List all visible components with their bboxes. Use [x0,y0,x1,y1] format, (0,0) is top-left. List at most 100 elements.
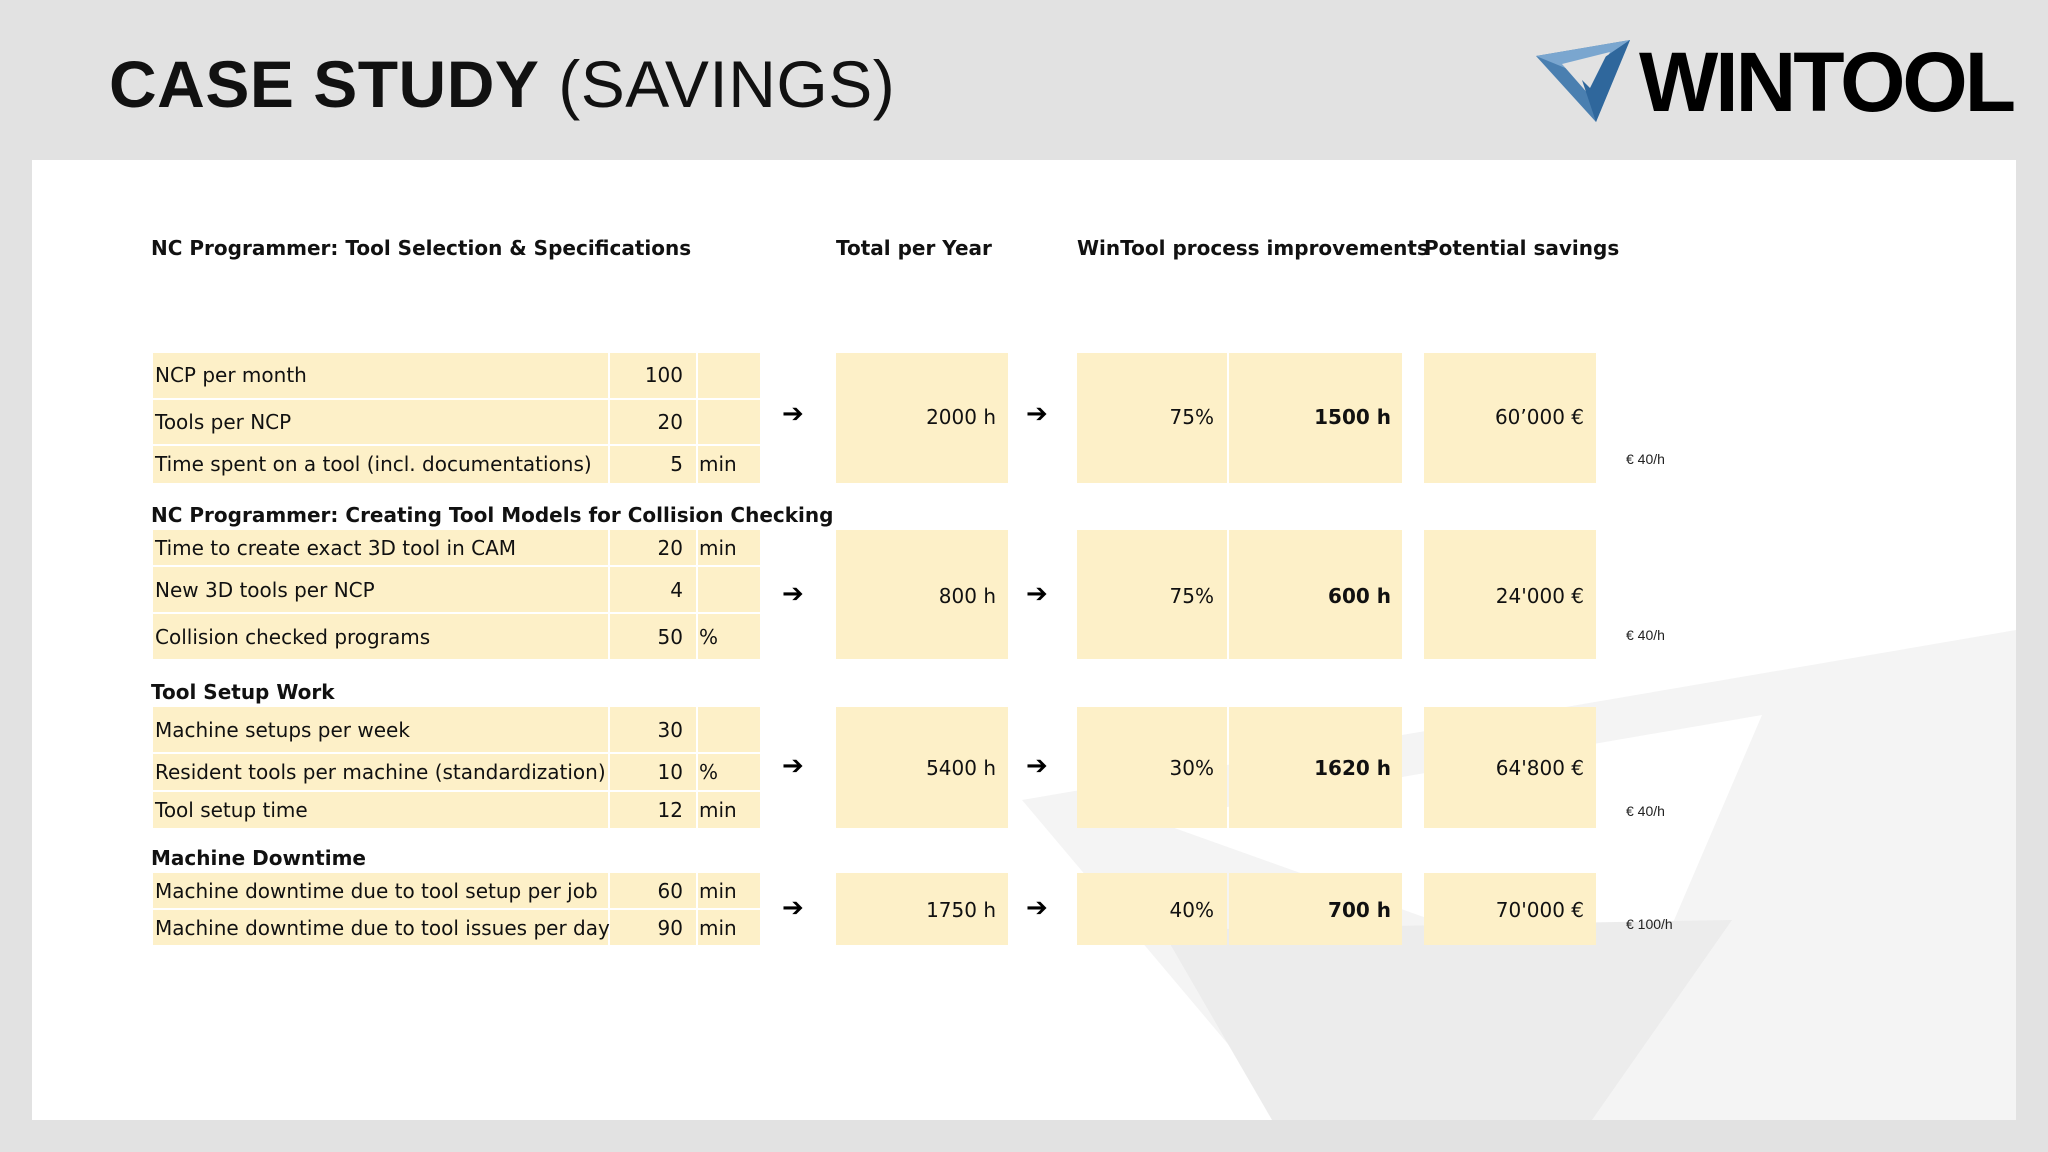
table-cell [698,400,760,444]
section-1-savings: 60’000 € [1494,405,1584,429]
table-cell [610,446,696,483]
wintool-logo: WINTOOL [1534,35,2016,129]
arrow-right-icon: ➔ [782,399,804,429]
logo-triangle-icon [1536,40,1630,122]
table-cell [698,792,760,828]
table-cell [610,614,696,659]
arrow-right-icon: ➔ [1026,399,1048,429]
table-cell [698,614,760,659]
table-cell [1424,707,1596,828]
header-improvements: WinTool process improvements [1077,236,1429,260]
section-3-savings: 64'800 € [1495,756,1584,780]
table-cell [1077,707,1227,828]
slide-body: NC Programmer: Tool Selection & Specific… [32,160,2016,1120]
section-3-total: 5400 h [926,756,996,780]
section-3-row-2-label: Resident tools per machine (standardizat… [155,760,606,784]
section-2-improvement-hours: 600 h [1328,584,1391,608]
table-cell [610,754,696,790]
arrow-right-icon: ➔ [782,751,804,781]
section-2-row-3-unit: % [699,625,719,649]
section-2-row-1-value: 20 [657,536,683,560]
section-2-row-1-unit: min [699,536,737,560]
table-cell [610,873,696,908]
section-3-row-3-value: 12 [657,798,683,822]
table-cell [698,567,760,612]
section-1-improvement-hours: 1500 h [1314,405,1391,429]
section-1-row-2-label: Tools per NCP [155,410,292,434]
section-2-savings: 24'000 € [1495,584,1584,608]
section-2-rate: € 40/h [1626,627,1665,643]
section-4-rate: € 100/h [1626,916,1673,932]
section-1-row-3-value: 5 [670,452,683,476]
section-4-improvement-pct: 40% [1169,898,1214,922]
header-potential-savings: Potential savings [1424,236,1620,260]
table-cell [153,530,608,565]
section-2-title: NC Programmer: Creating Tool Models for … [151,503,834,527]
table-cell [153,754,608,790]
section-3-title: Tool Setup Work [151,680,335,704]
table-cell [610,910,696,945]
arrow-right-icon: ➔ [1026,893,1048,923]
section-4-row-2-value: 90 [657,916,683,940]
section-1-row-1-label: NCP per month [155,363,307,387]
section-3-row-3-label: Tool setup time [155,798,308,822]
arrow-right-icon: ➔ [1026,579,1048,609]
table-cell [1424,873,1596,945]
section-3-row-1-label: Machine setups per week [155,718,410,742]
section-1-row-1-value: 100 [644,363,683,387]
page-title: CASE STUDY (SAVINGS) [109,44,895,124]
section-1-row-3-label: Time spent on a tool (incl. documentatio… [155,452,592,476]
section-2-row-2-value: 4 [670,578,683,602]
table-cell [698,754,760,790]
section-2-row-3-value: 50 [657,625,683,649]
table-cell [698,530,760,565]
table-cell [1077,353,1227,483]
table-cell [698,446,760,483]
table-cell [1424,530,1596,659]
table-cell [1229,873,1402,945]
section-4-title: Machine Downtime [151,846,366,870]
table-cell [698,707,760,752]
table-cell [153,353,608,398]
table-cell [153,400,608,444]
section-3-rate: € 40/h [1626,803,1665,819]
section-4-row-1-unit: min [699,879,737,903]
table-cell [610,353,696,398]
table-cell [153,792,608,828]
section-2-row-3-label: Collision checked programs [155,625,431,649]
table-cell [610,792,696,828]
section-1-rate: € 40/h [1626,451,1665,467]
section-1-total: 2000 h [926,405,996,429]
section-4-savings: 70'000 € [1495,898,1584,922]
table-cell [1424,353,1596,483]
table-cell [836,707,1008,828]
table-cell [610,400,696,444]
section-2-improvement-pct: 75% [1169,584,1214,608]
table-cell [153,567,608,612]
section-2-row-1-label: Time to create exact 3D tool in CAM [155,536,517,560]
table-cell [153,614,608,659]
table-cell [698,910,760,945]
section-4-row-1-label: Machine downtime due to tool setup per j… [155,879,598,903]
title-main: CASE STUDY [109,47,540,121]
table-cell [698,353,760,398]
section-4-improvement-hours: 700 h [1328,898,1391,922]
table-cell [610,530,696,565]
section-3-row-2-value: 10 [657,760,683,784]
section-4-row-2-label: Machine downtime due to tool issues per … [155,916,610,940]
table-cell [1229,707,1402,828]
section-1-row-2-value: 20 [657,410,683,434]
table-cell [153,707,608,752]
table-cell [153,910,608,945]
arrow-right-icon: ➔ [782,579,804,609]
section-1-row-3-unit: min [699,452,737,476]
section-2-total: 800 h [938,584,996,608]
table-cell [836,873,1008,945]
table-cell [1077,873,1227,945]
section-3-row-1-value: 30 [657,718,683,742]
header-total-per-year: Total per Year [836,236,992,260]
table-cell [698,873,760,908]
table-cell [836,353,1008,483]
section-4-row-2-unit: min [699,916,737,940]
logo-wordmark: WINTOOL [1639,35,2016,129]
